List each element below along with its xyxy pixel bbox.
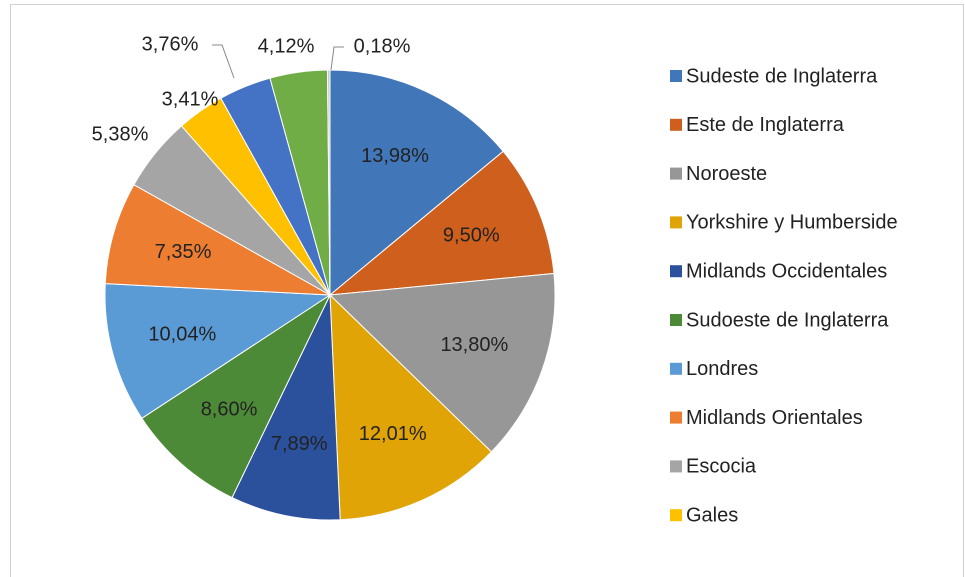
legend-label: Sudeste de Inglaterra <box>686 65 878 87</box>
data-label: 4,12% <box>258 35 315 57</box>
legend-label: Escocia <box>686 456 757 478</box>
leader-line <box>212 44 235 79</box>
data-label: 13,98% <box>361 145 429 167</box>
legend-swatch <box>670 411 682 424</box>
legend-swatch <box>670 460 682 473</box>
leader-line <box>330 46 344 71</box>
data-label: 10,04% <box>148 323 216 345</box>
legend-label: Midlands Occidentales <box>686 260 887 282</box>
data-label: 5,38% <box>92 123 149 145</box>
pie-slice <box>328 272 556 453</box>
legend-swatch <box>670 216 682 229</box>
data-label: 3,76% <box>142 33 199 55</box>
legend-label: Noroeste <box>686 163 767 185</box>
legend-swatch <box>670 265 682 278</box>
legend-label: Midlands Orientales <box>686 407 863 429</box>
pie-slice <box>329 69 504 297</box>
data-label: 7,89% <box>271 433 328 455</box>
pie-slice <box>104 283 332 420</box>
data-label: 8,60% <box>201 398 258 420</box>
legend-label: Sudoeste de Inglaterra <box>686 309 889 331</box>
data-label: 0,18% <box>354 35 411 57</box>
legend-swatch <box>670 70 682 82</box>
legend-label: Yorkshire y Humberside <box>686 212 898 234</box>
pie-slice <box>104 184 331 296</box>
pie-slice <box>231 294 341 521</box>
legend-swatch <box>670 118 682 131</box>
pie-slice <box>328 150 555 296</box>
legend-swatch <box>670 509 682 522</box>
legend-swatch <box>670 314 682 326</box>
pie-slice <box>141 293 332 499</box>
data-label: 3,41% <box>162 88 219 110</box>
data-label: 13,80% <box>440 334 508 356</box>
legend-label: Este de Inglaterra <box>686 114 845 136</box>
data-label: 12,01% <box>359 423 427 445</box>
pie-slice <box>329 293 493 521</box>
data-label: 9,50% <box>443 225 500 247</box>
legend-swatch <box>670 362 682 375</box>
legend-swatch <box>670 167 682 180</box>
data-label: 7,35% <box>155 241 212 263</box>
pie-slice <box>326 69 331 296</box>
legend-label: Gales <box>686 504 738 526</box>
legend-label: Londres <box>686 358 758 380</box>
